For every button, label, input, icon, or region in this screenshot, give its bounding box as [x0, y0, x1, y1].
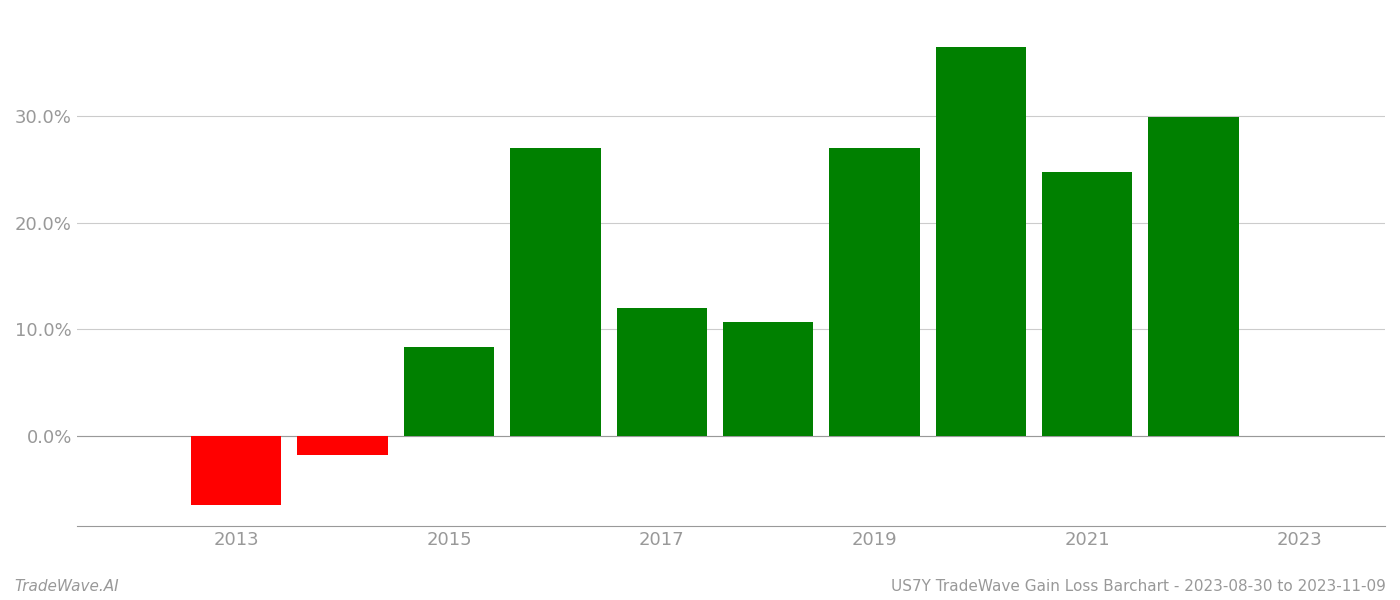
Text: US7Y TradeWave Gain Loss Barchart - 2023-08-30 to 2023-11-09: US7Y TradeWave Gain Loss Barchart - 2023… [892, 579, 1386, 594]
Bar [829, 148, 920, 436]
Text: TradeWave.AI: TradeWave.AI [14, 579, 119, 594]
Bar [190, 436, 281, 505]
Bar [935, 47, 1026, 436]
Bar [297, 436, 388, 455]
Bar [403, 347, 494, 436]
Bar [1042, 172, 1133, 436]
Bar [1148, 117, 1239, 436]
Bar [616, 308, 707, 436]
Bar [722, 322, 813, 436]
Bar [510, 148, 601, 436]
